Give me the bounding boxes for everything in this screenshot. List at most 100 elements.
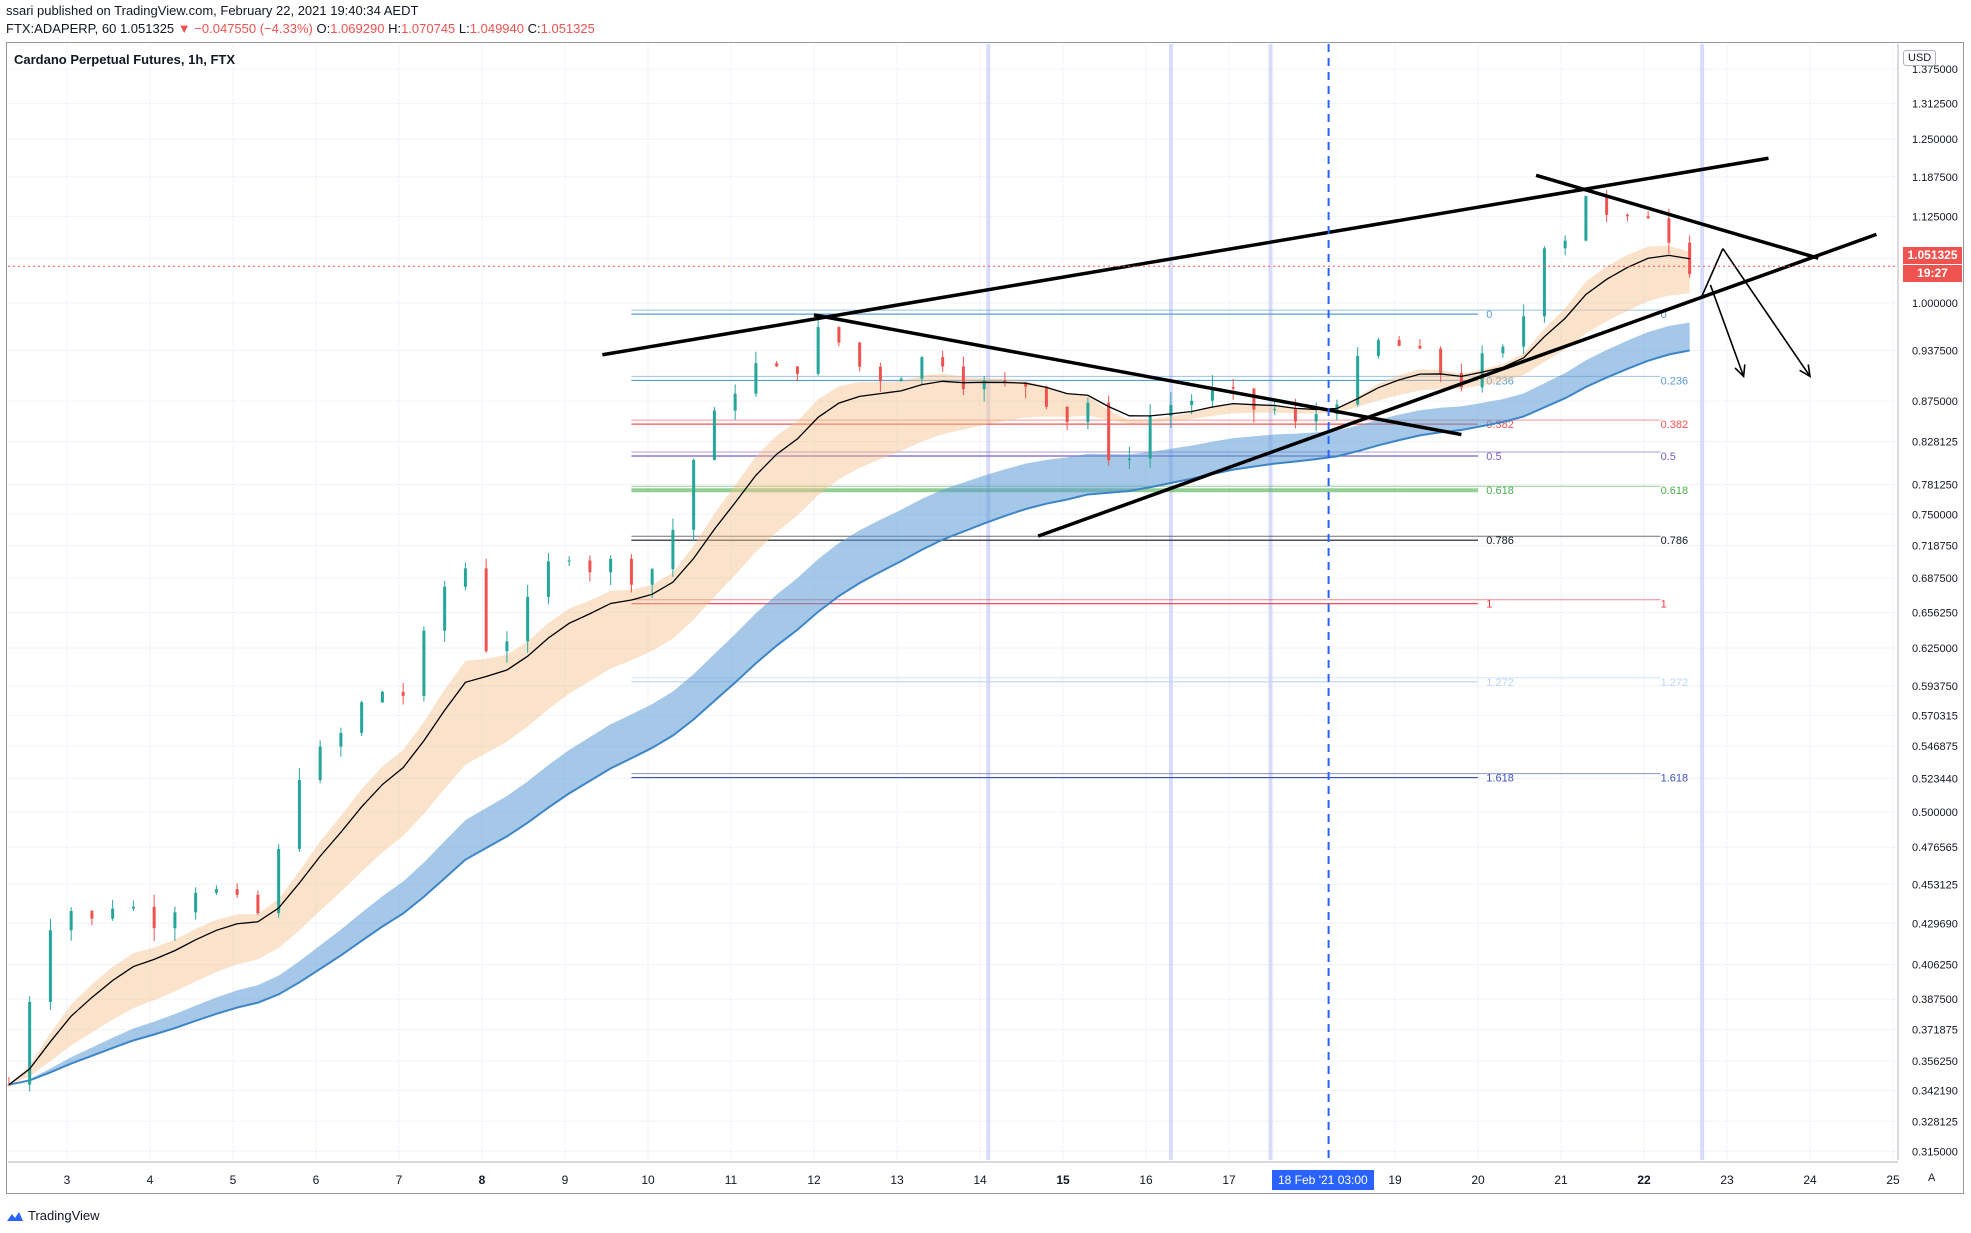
candle-body-18 — [380, 691, 384, 703]
candle-body-0 — [7, 1084, 11, 1086]
time-tick-8: 11 — [725, 1173, 738, 1187]
candle-body-53 — [1107, 402, 1111, 461]
candle-body-23 — [484, 568, 488, 652]
projection-arrowhead-1 — [1799, 364, 1812, 378]
price-tick-26: 0.371875 — [1912, 1024, 1958, 1036]
session-marker-1 — [1168, 44, 1173, 1160]
candle-body-16 — [339, 732, 343, 747]
candle-body-20 — [422, 630, 426, 696]
auto-scale-button[interactable]: A — [1928, 1172, 1936, 1184]
time-tick-2: 5 — [230, 1173, 237, 1187]
candle-body-6 — [131, 906, 135, 909]
candle-body-54 — [1127, 458, 1131, 461]
price-tick-23: 0.429690 — [1912, 918, 1958, 930]
time-tick-7: 10 — [641, 1173, 655, 1187]
price-tick-29: 0.328125 — [1912, 1116, 1958, 1128]
candle-body-55 — [1148, 416, 1152, 459]
time-tick-0: 3 — [64, 1173, 71, 1187]
candles — [7, 190, 1692, 1092]
candle-body-30 — [629, 558, 633, 585]
price-tick-15: 0.625000 — [1912, 643, 1958, 655]
fib-label-right-5: 0.786 — [1661, 535, 1689, 547]
candle-body-32 — [671, 529, 675, 570]
candle-body-12 — [256, 894, 260, 914]
high-label: H: — [388, 21, 402, 36]
price-tick-4: 1.125000 — [1912, 212, 1958, 224]
candle-body-11 — [235, 889, 239, 895]
currency-badge[interactable]: USD — [1903, 50, 1937, 66]
price-tick-28: 0.342190 — [1912, 1085, 1958, 1097]
candle-body-66 — [1376, 340, 1380, 356]
fib-label-right-0: 0 — [1661, 309, 1667, 321]
fib-label-left-6: 1 — [1486, 599, 1492, 611]
candle-body-33 — [692, 459, 696, 530]
projection-line-2 — [1709, 284, 1745, 377]
fib-label-right-7: 1.272 — [1661, 677, 1689, 689]
fib-label-right-3: 0.5 — [1661, 451, 1676, 463]
candle-body-3 — [69, 910, 73, 931]
tradingview-logo[interactable]: TradingView — [6, 1208, 100, 1223]
price-tick-12: 0.718750 — [1912, 541, 1958, 553]
symbol-label[interactable]: FTX:ADAPERP, 60 — [6, 21, 117, 36]
bar-countdown-badge: 19:27 — [1903, 265, 1962, 282]
time-tick-16: 20 — [1471, 1173, 1485, 1187]
price-tick-21: 0.476565 — [1912, 842, 1958, 854]
candle-body-42 — [878, 366, 882, 382]
price-tick-18: 0.546875 — [1912, 741, 1958, 753]
trendline-descending-top — [1535, 173, 1819, 260]
candle-body-25 — [526, 596, 530, 642]
ema-ribbon — [8, 245, 1690, 1086]
candle-body-14 — [297, 780, 301, 849]
chart-grid — [8, 44, 1898, 1160]
candle-body-39 — [816, 327, 820, 374]
time-tick-13: 16 — [1139, 1173, 1153, 1187]
crosshair — [8, 44, 1898, 1160]
ribbon-edge — [8, 349, 1690, 1086]
candle-body-68 — [1418, 345, 1422, 349]
last-price-badge: 1.051325 — [1903, 247, 1962, 264]
candle-body-51 — [1065, 406, 1069, 423]
down-arrow-icon: ▼ — [177, 21, 191, 36]
price-tick-6: 1.000000 — [1912, 298, 1958, 310]
candle-body-36 — [754, 363, 758, 394]
time-tick-20: 24 — [1803, 1173, 1817, 1187]
projection-arrows — [1701, 248, 1812, 379]
time-tick-14: 17 — [1222, 1173, 1236, 1187]
fib-label-right-6: 1 — [1661, 599, 1667, 611]
low-value: 1.049940 — [469, 21, 524, 36]
candle-body-2 — [48, 930, 52, 1002]
price-tick-17: 0.570315 — [1912, 710, 1958, 722]
price-tick-14: 0.656250 — [1912, 607, 1958, 619]
fib-label-right-2: 0.382 — [1661, 419, 1689, 431]
open-value: 1.069290 — [330, 21, 385, 36]
candle-body-29 — [609, 558, 613, 573]
candle-body-24 — [505, 641, 509, 652]
price-tick-0: 1.375000 — [1912, 64, 1958, 76]
price-tick-24: 0.406250 — [1912, 959, 1958, 971]
candle-body-61 — [1273, 409, 1277, 411]
candle-body-71 — [1480, 353, 1484, 388]
price-tick-13: 0.687500 — [1912, 573, 1958, 585]
candle-body-1 — [28, 1001, 32, 1085]
candle-body-57 — [1190, 400, 1194, 405]
candle-body-28 — [588, 560, 592, 573]
time-tick-1: 4 — [147, 1173, 154, 1187]
candle-body-44 — [920, 357, 924, 379]
session-marker-3 — [1700, 44, 1705, 1160]
time-tick-6: 9 — [562, 1173, 569, 1187]
fib-label-right-1: 0.236 — [1661, 375, 1689, 387]
candle-body-4 — [90, 910, 94, 919]
candle-body-67 — [1397, 340, 1401, 346]
candle-body-43 — [899, 378, 903, 382]
price-tick-22: 0.453125 — [1912, 879, 1958, 891]
ema-fast — [8, 254, 1690, 1086]
candle-body-60 — [1252, 388, 1256, 410]
time-tick-19: 23 — [1720, 1173, 1734, 1187]
candle-body-70 — [1459, 373, 1463, 388]
candle-body-40 — [837, 327, 841, 343]
candle-body-52 — [1086, 402, 1090, 423]
candle-body-47 — [982, 380, 986, 390]
fib-label-right-8: 1.618 — [1661, 773, 1689, 785]
crosshair-date-badge: 18 Feb '21 03:00 — [1272, 1170, 1374, 1190]
